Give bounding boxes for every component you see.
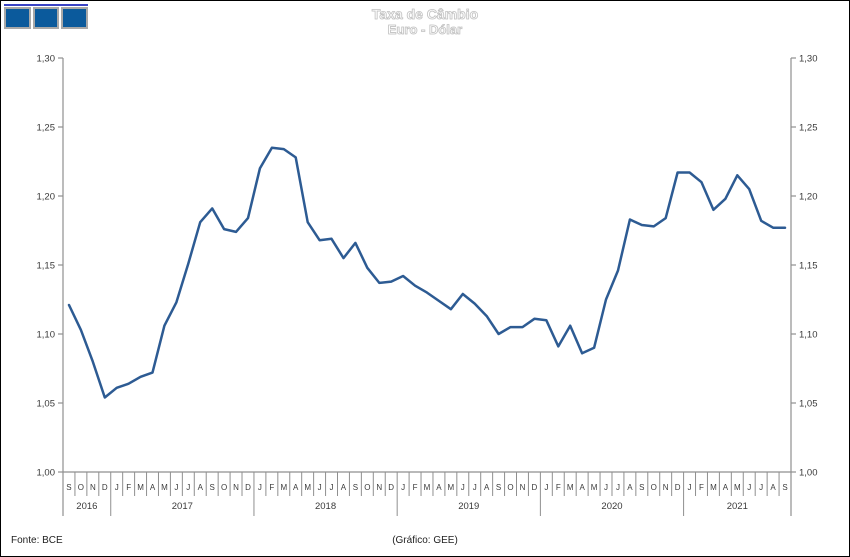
svg-text:2016: 2016 — [76, 501, 97, 512]
svg-text:A: A — [150, 483, 156, 492]
svg-text:1,05: 1,05 — [799, 399, 818, 410]
svg-text:D: D — [532, 483, 538, 492]
svg-text:1,20: 1,20 — [799, 192, 818, 203]
svg-text:N: N — [520, 483, 526, 492]
three-blue-squares-logo — [4, 4, 89, 29]
svg-text:S: S — [496, 483, 501, 492]
svg-text:O: O — [78, 483, 84, 492]
svg-text:M: M — [161, 483, 168, 492]
svg-text:J: J — [258, 483, 262, 492]
svg-text:1,15: 1,15 — [799, 261, 818, 272]
svg-text:A: A — [484, 483, 490, 492]
svg-text:F: F — [699, 483, 704, 492]
svg-text:1,00: 1,00 — [37, 468, 56, 479]
svg-text:2018: 2018 — [315, 501, 336, 512]
svg-text:S: S — [210, 483, 215, 492]
svg-text:A: A — [436, 483, 442, 492]
credit-label: (Gráfico: GEE) — [392, 535, 458, 546]
svg-text:J: J — [747, 483, 751, 492]
svg-text:M: M — [424, 483, 431, 492]
svg-text:J: J — [688, 483, 692, 492]
chart-title-line2: Euro - Dólar — [387, 22, 463, 38]
svg-text:M: M — [567, 483, 574, 492]
svg-text:N: N — [663, 483, 669, 492]
svg-text:M: M — [280, 483, 287, 492]
svg-text:1,05: 1,05 — [37, 399, 56, 410]
svg-text:2020: 2020 — [601, 501, 622, 512]
svg-text:N: N — [376, 483, 382, 492]
svg-text:J: J — [186, 483, 190, 492]
svg-text:J: J — [473, 483, 477, 492]
svg-text:1,15: 1,15 — [37, 261, 56, 272]
svg-text:J: J — [401, 483, 405, 492]
svg-text:J: J — [759, 483, 763, 492]
chart-title: Taxa de Câmbio Euro - Dólar — [1, 6, 849, 38]
svg-text:F: F — [269, 483, 274, 492]
svg-text:M: M — [137, 483, 144, 492]
svg-text:D: D — [102, 483, 108, 492]
svg-text:J: J — [604, 483, 608, 492]
svg-text:M: M — [448, 483, 455, 492]
svg-text:M: M — [304, 483, 311, 492]
svg-text:D: D — [675, 483, 681, 492]
svg-text:O: O — [651, 483, 657, 492]
svg-text:D: D — [388, 483, 394, 492]
svg-text:1,20: 1,20 — [37, 192, 56, 203]
svg-text:M: M — [734, 483, 741, 492]
svg-text:N: N — [90, 483, 96, 492]
svg-text:1,30: 1,30 — [799, 54, 818, 65]
logo-square — [61, 7, 89, 29]
svg-text:1,25: 1,25 — [799, 123, 818, 134]
svg-text:1,10: 1,10 — [37, 330, 56, 341]
svg-text:A: A — [723, 483, 729, 492]
eur-usd-line — [67, 146, 787, 399]
svg-text:F: F — [556, 483, 561, 492]
svg-text:J: J — [544, 483, 548, 492]
svg-text:S: S — [782, 483, 787, 492]
source-label: Fonte: BCE — [11, 535, 63, 546]
svg-text:J: J — [461, 483, 465, 492]
svg-text:2017: 2017 — [172, 501, 193, 512]
svg-text:J: J — [330, 483, 334, 492]
svg-text:M: M — [710, 483, 717, 492]
svg-text:A: A — [627, 483, 633, 492]
logo-square — [32, 7, 60, 29]
logo-top-line — [4, 4, 88, 6]
svg-text:J: J — [174, 483, 178, 492]
chart-title-line1: Taxa de Câmbio — [371, 6, 479, 23]
svg-text:S: S — [66, 483, 71, 492]
svg-text:S: S — [353, 483, 358, 492]
svg-text:J: J — [318, 483, 322, 492]
svg-text:1,30: 1,30 — [37, 54, 56, 65]
logo-squares-row — [4, 7, 89, 29]
svg-text:1,25: 1,25 — [37, 123, 56, 134]
svg-text:D: D — [245, 483, 251, 492]
svg-text:2019: 2019 — [458, 501, 479, 512]
svg-text:N: N — [233, 483, 239, 492]
logo-square — [4, 7, 31, 29]
svg-text:A: A — [198, 483, 204, 492]
svg-text:J: J — [115, 483, 119, 492]
svg-text:F: F — [413, 483, 418, 492]
svg-text:S: S — [639, 483, 644, 492]
svg-text:A: A — [293, 483, 299, 492]
svg-text:J: J — [616, 483, 620, 492]
svg-text:1,00: 1,00 — [799, 468, 818, 479]
svg-text:2021: 2021 — [727, 501, 748, 512]
svg-text:A: A — [770, 483, 776, 492]
svg-text:O: O — [364, 483, 370, 492]
svg-text:O: O — [507, 483, 513, 492]
svg-text:A: A — [341, 483, 347, 492]
svg-text:1,10: 1,10 — [799, 330, 818, 341]
svg-text:M: M — [591, 483, 598, 492]
svg-text:A: A — [579, 483, 585, 492]
svg-text:F: F — [126, 483, 131, 492]
svg-text:O: O — [221, 483, 227, 492]
